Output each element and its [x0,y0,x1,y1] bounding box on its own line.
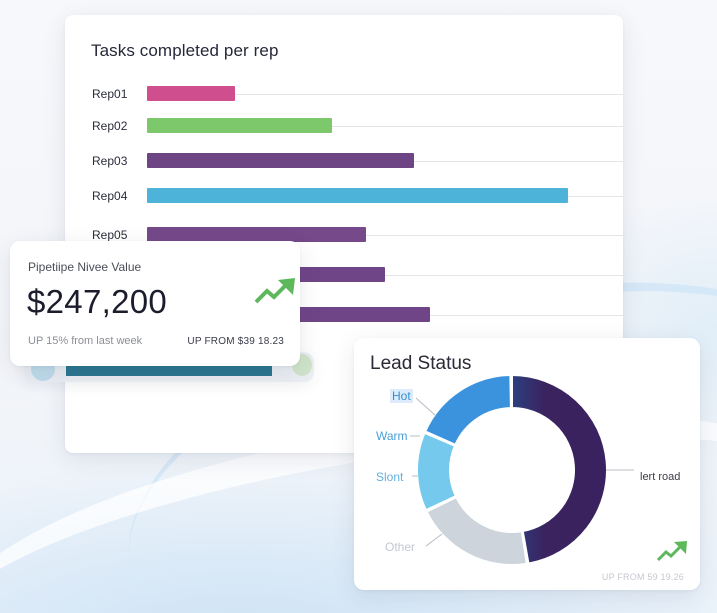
lead-status-footer: UP FROM 59 19.26 [601,572,684,582]
bar-row: Rep05 [65,227,623,243]
lead-status-donut-chart [410,373,634,566]
legend-label-lert-road[interactable]: lert road [640,471,681,483]
kpi-label: Pipetiipe Nivee Value [28,260,142,274]
bar-label: Rep04 [92,189,128,203]
legend-label-slont[interactable]: Slont [376,470,404,484]
lead-status-title: Lead Status [370,353,472,374]
bar[interactable] [147,118,332,133]
bar-row: Rep04 [65,188,623,204]
donut-segment[interactable] [425,495,529,566]
bar-label: Rep05 [92,228,128,242]
gridline [147,275,623,276]
gridline [147,235,623,236]
bar[interactable] [147,227,366,242]
legend-label-other[interactable]: Other [385,540,416,554]
gridline [147,94,623,95]
bar[interactable] [147,153,414,168]
pipeline-value-card[interactable]: Pipetiipe Nivee Value $247,200 UP 15% fr… [10,241,300,366]
bar-label: Rep01 [92,87,128,101]
donut-segment[interactable] [511,373,608,565]
kpi-previous-value: UP FROM $39 18.23 [187,336,284,347]
bar-label: Rep03 [92,154,128,168]
trend-up-icon [254,278,295,304]
legend-label-warm[interactable]: Warm [376,429,408,443]
donut-segment[interactable] [416,431,458,512]
kpi-value: $247,200 [27,283,168,320]
bar-row: Rep01 [65,86,623,102]
gridline [147,126,623,127]
donut-segment[interactable] [423,373,512,447]
bar-row: Rep03 [65,153,623,169]
legend-label-hot[interactable]: Hot [390,389,413,403]
leader-line [425,533,443,547]
bar[interactable] [147,86,235,101]
bar-label: Rep02 [92,119,128,133]
kpi-change-text: UP 15% from last week [28,335,143,347]
progress-bar [66,365,272,376]
lead-status-card: Lead Status Hot Warm Slont Other lert ro… [354,338,700,590]
bar-row: Rep02 [65,118,623,134]
chart-title: Tasks completed per rep [91,41,279,60]
leader-line [415,397,437,417]
bar[interactable] [147,188,568,203]
trend-up-icon [656,541,687,562]
